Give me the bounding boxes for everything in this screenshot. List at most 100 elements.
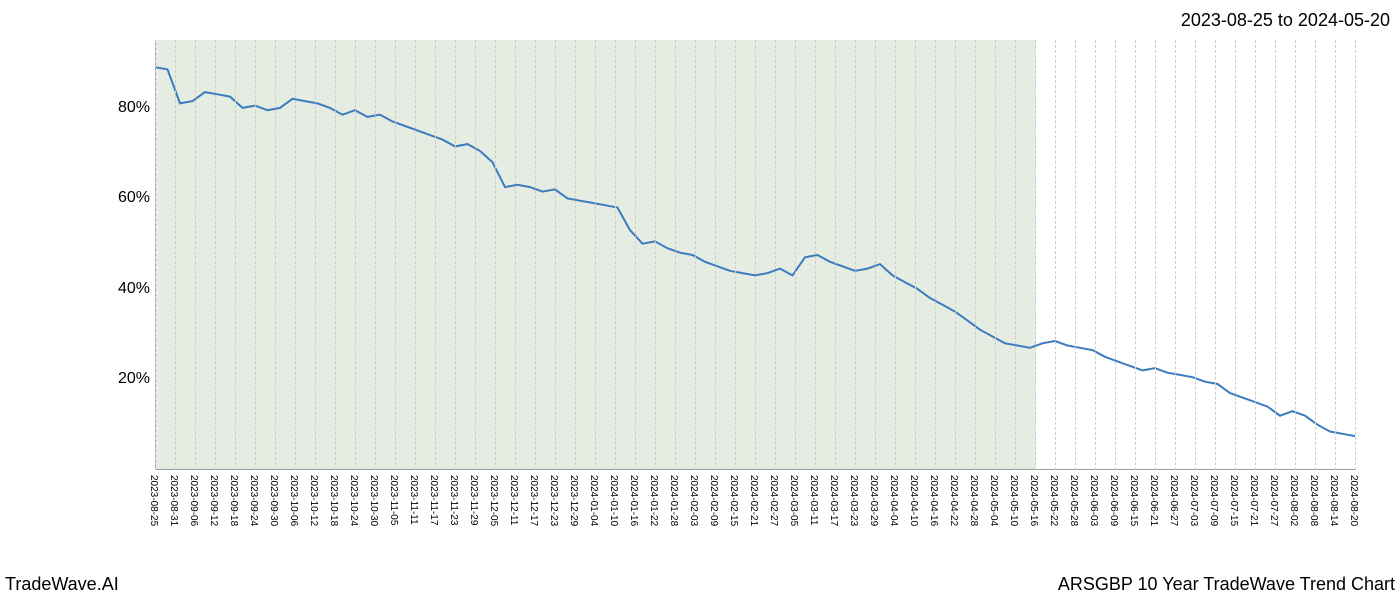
x-tick-label: 2023-11-11 (408, 475, 419, 525)
grid-line (835, 40, 836, 470)
x-tick-label: 2024-07-27 (1268, 475, 1279, 526)
x-tick-label: 2023-08-31 (168, 475, 179, 526)
grid-line (355, 40, 356, 470)
x-tick-label: 2024-05-16 (1028, 475, 1039, 526)
x-tick-label: 2024-04-10 (908, 475, 919, 526)
grid-line (1315, 40, 1316, 470)
y-tick-label: 80% (90, 99, 150, 117)
grid-line (775, 40, 776, 470)
x-tick-label: 2023-10-18 (328, 475, 339, 526)
x-tick-label: 2023-09-12 (208, 475, 219, 526)
grid-line (895, 40, 896, 470)
grid-line (975, 40, 976, 470)
x-tick-label: 2024-07-21 (1248, 475, 1259, 526)
grid-line (875, 40, 876, 470)
grid-line (1055, 40, 1056, 470)
grid-line (1035, 40, 1036, 470)
x-tick-label: 2024-02-27 (768, 475, 779, 526)
grid-line (235, 40, 236, 470)
grid-line (955, 40, 956, 470)
grid-line (1015, 40, 1016, 470)
x-tick-label: 2024-08-08 (1308, 475, 1319, 526)
x-tick-label: 2023-09-06 (188, 475, 199, 526)
chart-title: ARSGBP 10 Year TradeWave Trend Chart (1058, 574, 1395, 595)
grid-line (295, 40, 296, 470)
grid-line (475, 40, 476, 470)
x-tick-label: 2024-01-10 (608, 475, 619, 526)
grid-line (1135, 40, 1136, 470)
grid-line (515, 40, 516, 470)
grid-line (1275, 40, 1276, 470)
x-tick-label: 2024-03-17 (828, 475, 839, 526)
grid-line (595, 40, 596, 470)
x-tick-label: 2024-04-04 (888, 475, 899, 526)
grid-line (275, 40, 276, 470)
grid-line (795, 40, 796, 470)
grid-line (195, 40, 196, 470)
x-tick-label: 2023-09-24 (248, 475, 259, 526)
grid-line (855, 40, 856, 470)
grid-line (1175, 40, 1176, 470)
x-tick-label: 2024-02-03 (688, 475, 699, 526)
x-tick-label: 2024-05-04 (988, 475, 999, 526)
x-tick-label: 2024-07-03 (1188, 475, 1199, 526)
grid-line (1295, 40, 1296, 470)
x-tick-label: 2024-02-09 (708, 475, 719, 526)
x-tick-label: 2024-06-27 (1168, 475, 1179, 526)
grid-line (615, 40, 616, 470)
grid-line (675, 40, 676, 470)
x-tick-label: 2023-11-23 (448, 475, 459, 525)
x-tick-label: 2023-09-30 (268, 475, 279, 526)
x-tick-label: 2024-04-28 (968, 475, 979, 526)
x-tick-label: 2024-02-15 (728, 475, 739, 526)
grid-line (995, 40, 996, 470)
grid-line (915, 40, 916, 470)
grid-line (395, 40, 396, 470)
x-tick-label: 2023-08-25 (148, 475, 159, 526)
grid-line (1195, 40, 1196, 470)
grid-line (1095, 40, 1096, 470)
x-tick-label: 2024-01-22 (648, 475, 659, 526)
grid-line (155, 40, 156, 470)
grid-line (455, 40, 456, 470)
grid-line (215, 40, 216, 470)
x-tick-label: 2024-04-16 (928, 475, 939, 526)
grid-line (1235, 40, 1236, 470)
x-tick-label: 2023-12-17 (528, 475, 539, 526)
grid-line (575, 40, 576, 470)
grid-line (1255, 40, 1256, 470)
grid-line (255, 40, 256, 470)
x-tick-label: 2024-05-10 (1008, 475, 1019, 526)
x-tick-label: 2024-08-20 (1348, 475, 1359, 526)
x-tick-label: 2023-12-11 (508, 475, 519, 525)
x-tick-label: 2024-06-15 (1128, 475, 1139, 526)
x-tick-label: 2023-10-12 (308, 475, 319, 526)
grid-line (735, 40, 736, 470)
grid-line (375, 40, 376, 470)
x-tick-label: 2023-12-29 (568, 475, 579, 526)
grid-line (1335, 40, 1336, 470)
x-tick-label: 2024-05-22 (1048, 475, 1059, 526)
x-tick-label: 2024-08-02 (1288, 475, 1299, 526)
grid-line (1115, 40, 1116, 470)
x-tick-label: 2024-06-09 (1108, 475, 1119, 526)
grid-line (815, 40, 816, 470)
x-tick-label: 2024-02-21 (748, 475, 759, 526)
grid-line (535, 40, 536, 470)
brand-label: TradeWave.AI (5, 574, 119, 595)
x-tick-label: 2024-07-15 (1228, 475, 1239, 526)
x-tick-label: 2024-01-04 (588, 475, 599, 526)
x-tick-label: 2024-03-23 (848, 475, 859, 526)
grid-line (415, 40, 416, 470)
x-tick-label: 2024-03-11 (808, 475, 819, 525)
grid-line (335, 40, 336, 470)
grid-line (315, 40, 316, 470)
grid-line (755, 40, 756, 470)
x-tick-label: 2024-03-05 (788, 475, 799, 526)
x-tick-label: 2023-11-05 (388, 475, 399, 525)
x-tick-label: 2023-12-23 (548, 475, 559, 526)
grid-line (935, 40, 936, 470)
grid-line (655, 40, 656, 470)
grid-line (1355, 40, 1356, 470)
grid-line (555, 40, 556, 470)
